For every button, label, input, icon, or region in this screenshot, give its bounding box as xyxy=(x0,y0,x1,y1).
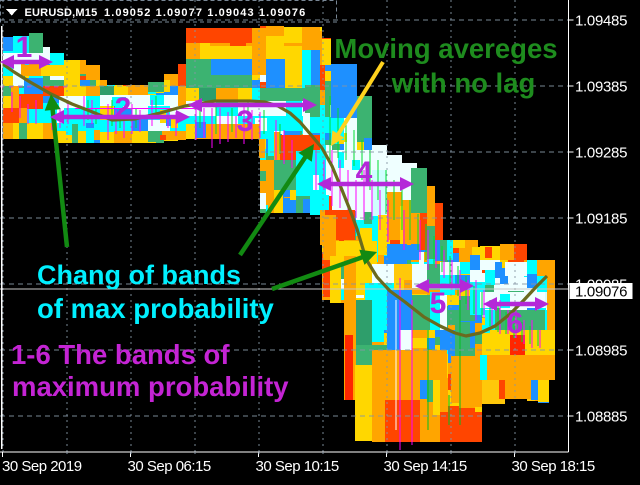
svg-text:1.09052 1.09077 1.09043 1.0907: 1.09052 1.09077 1.09043 1.09076 xyxy=(104,7,306,19)
svg-text:30 Sep 10:15: 30 Sep 10:15 xyxy=(256,458,339,475)
svg-text:1-6 The bands of: 1-6 The bands of xyxy=(11,339,230,370)
svg-text:of max probability: of max probability xyxy=(37,293,275,324)
svg-text:1.09185: 1.09185 xyxy=(575,210,627,227)
svg-text:30 Sep 2019: 30 Sep 2019 xyxy=(2,458,82,475)
svg-text:4: 4 xyxy=(356,156,373,189)
svg-text:30 Sep 14:15: 30 Sep 14:15 xyxy=(384,458,467,475)
svg-text:1.09076: 1.09076 xyxy=(575,284,627,301)
svg-text:1.09485: 1.09485 xyxy=(575,12,627,29)
svg-text:Moving avereges: Moving avereges xyxy=(334,33,557,64)
svg-text:EURUSD,M15: EURUSD,M15 xyxy=(25,7,98,19)
svg-text:maximum probability: maximum probability xyxy=(12,371,289,402)
svg-text:1.09285: 1.09285 xyxy=(575,144,627,161)
svg-text:5: 5 xyxy=(430,287,447,320)
svg-text:1.08985: 1.08985 xyxy=(575,342,627,359)
svg-text:30 Sep 06:15: 30 Sep 06:15 xyxy=(128,458,211,475)
svg-text:30 Sep 18:15: 30 Sep 18:15 xyxy=(512,458,595,475)
svg-text:1.09385: 1.09385 xyxy=(575,78,627,95)
svg-text:with no lag: with no lag xyxy=(391,68,536,99)
svg-text:6: 6 xyxy=(507,307,524,340)
svg-text:2: 2 xyxy=(115,92,132,125)
svg-text:3: 3 xyxy=(237,105,254,138)
svg-text:Chang of bands: Chang of bands xyxy=(37,260,241,290)
svg-text:1.08885: 1.08885 xyxy=(575,408,627,425)
svg-text:1: 1 xyxy=(16,31,33,64)
